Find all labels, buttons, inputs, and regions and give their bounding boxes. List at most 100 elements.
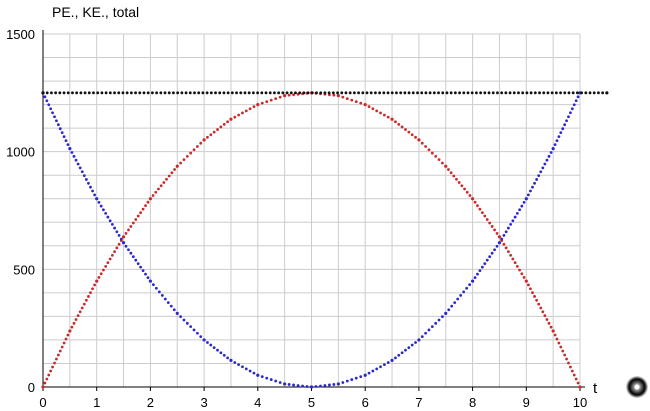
series-dot bbox=[428, 91, 432, 95]
data-point bbox=[68, 329, 72, 333]
series-dot bbox=[375, 367, 379, 371]
series-dot bbox=[72, 321, 76, 325]
data-point bbox=[148, 197, 152, 201]
series-dot bbox=[386, 91, 390, 95]
series-dot bbox=[555, 139, 559, 143]
series-dot bbox=[64, 337, 68, 341]
series-dot bbox=[437, 158, 441, 162]
data-point bbox=[336, 94, 340, 98]
series-dot bbox=[192, 328, 196, 332]
series-dot bbox=[445, 91, 449, 95]
series-dot bbox=[453, 301, 457, 304]
series-dot bbox=[526, 283, 530, 287]
series-dot bbox=[127, 248, 130, 252]
series-dot bbox=[110, 223, 114, 226]
series-dot bbox=[151, 91, 154, 95]
series-dot bbox=[483, 214, 487, 218]
series-dot bbox=[529, 189, 532, 193]
series-dot bbox=[390, 91, 394, 95]
series-dot bbox=[237, 113, 241, 117]
series-dot bbox=[273, 91, 276, 95]
series-dot bbox=[74, 158, 78, 162]
series-dot bbox=[407, 346, 411, 350]
series-dot bbox=[292, 383, 295, 387]
series-dot bbox=[350, 98, 354, 102]
x-tick-label: 7 bbox=[415, 395, 422, 410]
series-dot bbox=[233, 115, 237, 119]
series-dot bbox=[553, 143, 557, 147]
series-dot bbox=[350, 378, 354, 381]
series-dot bbox=[407, 130, 411, 134]
series-dot bbox=[167, 174, 171, 178]
series-dot bbox=[139, 265, 143, 269]
series-dot bbox=[517, 91, 520, 95]
series-dot bbox=[129, 225, 133, 228]
series-dot bbox=[89, 185, 92, 189]
series-dot bbox=[394, 356, 397, 360]
series-dot bbox=[97, 276, 101, 279]
data-point bbox=[336, 382, 340, 386]
series-dot bbox=[60, 345, 64, 349]
series-dot bbox=[131, 255, 135, 259]
series-dot bbox=[58, 91, 62, 95]
radio-knob-icon[interactable] bbox=[626, 376, 648, 398]
series-dot bbox=[567, 115, 570, 119]
series-dot bbox=[151, 283, 155, 287]
x-tick-label: 2 bbox=[147, 395, 154, 410]
series-dot bbox=[237, 363, 241, 367]
y-tick-label: 1000 bbox=[6, 145, 35, 160]
series-dot bbox=[561, 349, 565, 353]
series-dot bbox=[64, 139, 68, 143]
series-dot bbox=[265, 376, 269, 380]
series-dot bbox=[306, 91, 310, 95]
series-dot bbox=[100, 91, 104, 95]
series-dot bbox=[159, 184, 163, 188]
x-tick-label: 1 bbox=[93, 395, 100, 410]
series-dot bbox=[488, 255, 492, 259]
series-dot bbox=[214, 91, 217, 95]
series-dot bbox=[108, 91, 112, 95]
series-dot bbox=[226, 120, 229, 124]
series-dot bbox=[99, 272, 103, 276]
series-dot bbox=[550, 91, 554, 95]
series-dot bbox=[575, 91, 579, 95]
series-dot bbox=[47, 103, 51, 107]
series-dot bbox=[62, 91, 66, 95]
series-dot bbox=[117, 234, 121, 237]
data-point bbox=[471, 197, 475, 201]
data-point bbox=[148, 279, 152, 283]
series-dot bbox=[127, 228, 130, 232]
series-dot bbox=[561, 127, 565, 131]
series-dot bbox=[480, 211, 484, 214]
series-dot bbox=[209, 343, 213, 347]
series-dot bbox=[256, 91, 259, 95]
series-dot bbox=[571, 91, 575, 95]
series-dot bbox=[136, 262, 140, 266]
series-dot bbox=[507, 226, 510, 230]
series-dot bbox=[146, 200, 150, 204]
series-dot bbox=[163, 297, 167, 301]
series-dot bbox=[106, 215, 110, 219]
series-dot bbox=[222, 353, 226, 357]
series-dot bbox=[72, 154, 76, 158]
series-dot bbox=[400, 125, 404, 129]
data-point bbox=[578, 385, 582, 389]
series-dot bbox=[226, 356, 229, 360]
series-dot bbox=[336, 91, 339, 95]
series-dot bbox=[76, 162, 80, 166]
series-dot bbox=[108, 257, 112, 261]
series-dot bbox=[525, 91, 529, 95]
series-dot bbox=[79, 91, 83, 95]
series-dot bbox=[45, 99, 49, 103]
grid bbox=[42, 33, 581, 388]
series-dot bbox=[219, 125, 223, 129]
series-dot bbox=[89, 291, 92, 295]
series-dot bbox=[345, 97, 349, 101]
series-dot bbox=[348, 91, 352, 95]
series-dot bbox=[547, 321, 551, 325]
series-dot bbox=[115, 246, 119, 250]
series-dot bbox=[539, 306, 543, 310]
tick-labels: 0 1 2 3 4 5 6 7 8 9 10 0 500 1000 1500 bbox=[6, 27, 587, 410]
series-dot bbox=[170, 171, 174, 175]
